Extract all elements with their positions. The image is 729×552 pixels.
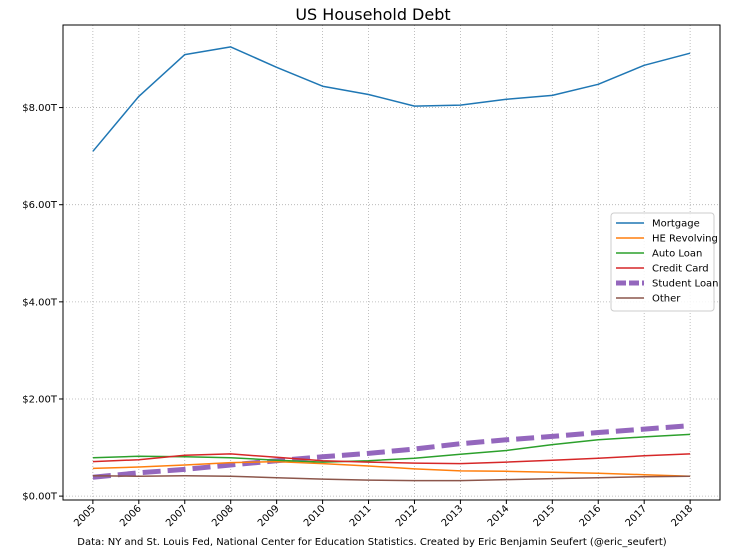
y-tick-label: $2.00T — [22, 394, 58, 405]
y-tick-label: $8.00T — [22, 103, 58, 114]
x-tick-label: 2015 — [532, 503, 558, 529]
y-axis: $0.00T $2.00T $4.00T $6.00T $8.00T — [22, 103, 63, 503]
x-tick-label: 2018 — [669, 503, 695, 529]
data-source-caption: Data: NY and St. Louis Fed, National Cen… — [77, 537, 666, 548]
x-tick-label: 2012 — [394, 503, 420, 529]
series-line-credit-card — [92, 453, 691, 465]
x-tick-label: 2016 — [578, 503, 604, 529]
x-tick-label: 2010 — [302, 503, 328, 529]
x-tick-label: 2005 — [72, 503, 98, 529]
series-lines — [92, 46, 691, 482]
legend-label: Student Loan — [652, 279, 719, 290]
x-tick-label: 2014 — [486, 503, 512, 529]
series-line-student-loan — [92, 423, 691, 480]
legend-label: Other — [652, 294, 681, 305]
x-tick-label: 2007 — [164, 503, 190, 529]
y-tick-label: $0.00T — [22, 492, 58, 503]
legend-label: HE Revolving — [652, 234, 718, 245]
legend-label: Mortgage — [652, 219, 700, 230]
series-line-auto-loan — [92, 433, 691, 463]
x-tick-label: 2011 — [348, 503, 374, 529]
legend-label: Auto Loan — [652, 249, 702, 260]
x-tick-label: 2017 — [624, 503, 650, 529]
x-tick-label: 2006 — [118, 503, 144, 529]
x-tick-label: 2013 — [440, 503, 466, 529]
x-axis: 2005 2006 2007 2008 2009 2010 2011 2012 2013 2014… — [72, 500, 695, 529]
y-tick-label: $4.00T — [22, 297, 58, 308]
legend-label: Credit Card — [652, 264, 709, 275]
series-line-mortgage — [92, 46, 691, 152]
chart-title: US Household Debt — [295, 5, 450, 24]
x-tick-label: 2009 — [256, 503, 282, 529]
x-tick-label: 2008 — [210, 503, 236, 529]
axes-frame — [62, 24, 721, 501]
y-tick-label: $6.00T — [22, 200, 58, 211]
series-line-he-revolving — [92, 460, 691, 477]
series-line-other — [92, 474, 691, 482]
legend: Mortgage HE Revolving Auto Loan Credit Card… — [610, 212, 719, 312]
